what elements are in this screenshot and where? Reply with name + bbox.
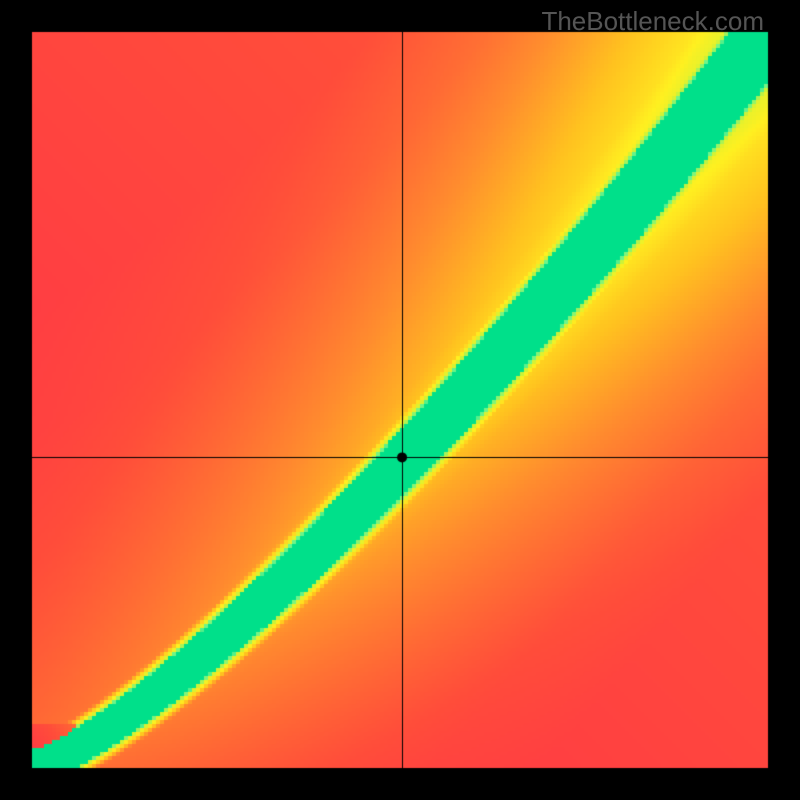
- watermark-text: TheBottleneck.com: [541, 6, 764, 37]
- bottleneck-heatmap: [0, 0, 800, 800]
